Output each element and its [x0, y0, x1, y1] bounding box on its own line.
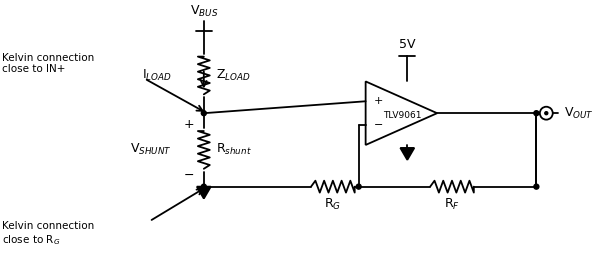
Text: R$_{F}$: R$_{F}$ — [444, 196, 460, 212]
Polygon shape — [400, 148, 414, 160]
Text: V$_{OUT}$: V$_{OUT}$ — [564, 106, 594, 121]
Text: Kelvin connection
close to R$_{G}$: Kelvin connection close to R$_{G}$ — [2, 221, 95, 247]
Text: TLV9061: TLV9061 — [383, 111, 422, 120]
Text: R$_{shunt}$: R$_{shunt}$ — [216, 142, 251, 158]
Circle shape — [202, 111, 206, 116]
Text: +: + — [374, 96, 383, 106]
Circle shape — [534, 184, 539, 189]
Circle shape — [356, 184, 361, 189]
Text: −: − — [374, 120, 383, 130]
Text: Kelvin connection
close to IN+: Kelvin connection close to IN+ — [2, 53, 95, 74]
Circle shape — [534, 111, 539, 116]
Text: 5V: 5V — [399, 38, 416, 51]
Circle shape — [545, 112, 548, 115]
Text: R$_{G}$: R$_{G}$ — [324, 196, 341, 212]
Text: V$_{BUS}$: V$_{BUS}$ — [190, 4, 218, 19]
Text: +: + — [183, 118, 194, 131]
Text: V$_{SHUNT}$: V$_{SHUNT}$ — [130, 142, 172, 158]
Text: I$_{LOAD}$: I$_{LOAD}$ — [142, 68, 172, 83]
Text: Z$_{LOAD}$: Z$_{LOAD}$ — [216, 68, 250, 83]
Polygon shape — [197, 187, 211, 199]
Circle shape — [202, 184, 206, 189]
Text: −: − — [184, 169, 194, 182]
